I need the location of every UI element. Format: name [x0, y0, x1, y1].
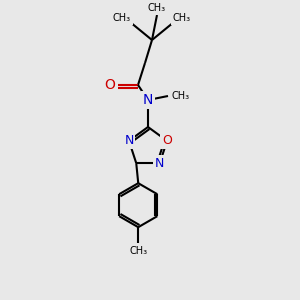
Text: N: N [155, 157, 164, 170]
Text: CH₃: CH₃ [148, 3, 166, 13]
Text: CH₃: CH₃ [129, 246, 147, 256]
Text: CH₃: CH₃ [172, 91, 190, 101]
Text: CH₃: CH₃ [173, 13, 191, 23]
Text: N: N [143, 93, 153, 107]
Text: N: N [124, 134, 134, 147]
Text: CH₃: CH₃ [113, 13, 131, 23]
Text: O: O [105, 78, 116, 92]
Text: O: O [162, 134, 172, 147]
